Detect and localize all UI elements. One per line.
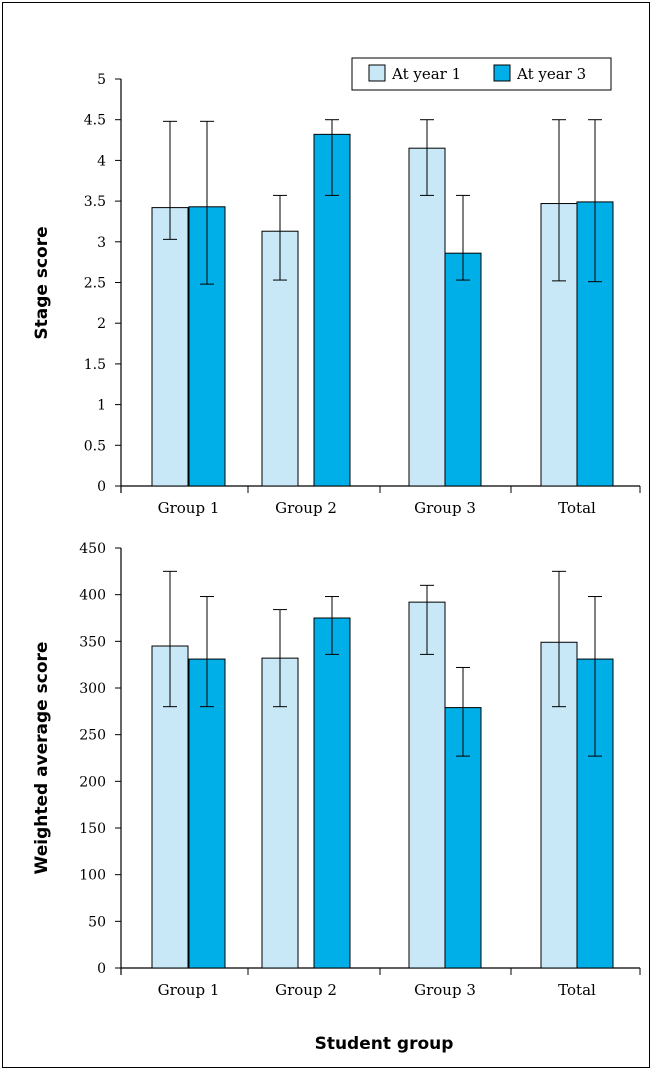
stage-y-tick-label: 1.5 bbox=[84, 357, 106, 373]
weighted-bar-year-3 bbox=[188, 658, 226, 969]
legend: At year 1 At year 3 bbox=[351, 57, 612, 91]
stage-y-tick-label: 2 bbox=[97, 316, 106, 332]
legend-box bbox=[351, 57, 612, 91]
weighted-y-tick-label: 350 bbox=[79, 634, 106, 650]
weighted-average-score-chart: Weighted average score Student group 0 50… bbox=[32, 541, 641, 1054]
weighted-y-tick-label: 0 bbox=[97, 961, 106, 977]
weighted-bar-year-3 bbox=[313, 617, 351, 969]
weighted-y-tick-label: 450 bbox=[79, 541, 106, 557]
weighted-y-tick-label: 200 bbox=[79, 774, 106, 790]
stage-category-label: Group 2 bbox=[275, 499, 337, 517]
weighted-y-tick-label: 50 bbox=[88, 914, 106, 930]
stage-y-tick-label: 1 bbox=[97, 398, 106, 414]
weighted-bar-year-1 bbox=[261, 657, 299, 969]
legend-label-year-3: At year 3 bbox=[516, 65, 586, 83]
weighted-y-tick-label: 300 bbox=[79, 681, 106, 697]
stage-y-tick-label: 2.5 bbox=[84, 276, 106, 292]
stage-bar-year-1 bbox=[151, 207, 189, 487]
weighted-bar-year-1 bbox=[408, 601, 446, 969]
legend-swatch-year-1 bbox=[368, 64, 386, 82]
stage-y-tick-label: 5 bbox=[97, 72, 106, 88]
weighted-category-label: Group 1 bbox=[158, 981, 220, 999]
weighted-y-tick-label: 100 bbox=[79, 868, 106, 884]
stage-y-tick-label: 0 bbox=[97, 479, 106, 495]
weighted-y-tick-label: 250 bbox=[79, 728, 106, 744]
stage-score-y-axis-title: Stage score bbox=[32, 226, 52, 339]
stage-y-tick-label: 4.5 bbox=[84, 113, 106, 129]
stage-y-tick-label: 3.5 bbox=[84, 194, 106, 210]
stage-y-tick-label: 4 bbox=[97, 153, 106, 169]
legend-swatch-year-3 bbox=[493, 64, 511, 82]
weighted-category-label: Group 3 bbox=[414, 981, 476, 999]
stage-bar-year-1 bbox=[408, 147, 446, 487]
weighted-score-y-axis-title: Weighted average score bbox=[32, 642, 52, 875]
weighted-category-label: Total bbox=[558, 981, 596, 999]
x-axis-title: Student group bbox=[315, 1034, 454, 1054]
stage-category-label: Group 3 bbox=[414, 499, 476, 517]
stage-y-tick-label: 3 bbox=[97, 235, 106, 251]
weighted-category-label: Group 2 bbox=[275, 981, 337, 999]
stage-category-label: Group 1 bbox=[158, 499, 220, 517]
stage-category-label: Total bbox=[558, 499, 596, 517]
weighted-y-tick-label: 150 bbox=[79, 821, 106, 837]
stage-y-tick-label: 0.5 bbox=[84, 438, 106, 454]
legend-label-year-1: At year 1 bbox=[391, 65, 461, 83]
stage-score-chart: Stage score 0 0.5 1 1.5 2 2.5 3 3.5 4 4.5 5 Group 1… bbox=[32, 57, 641, 517]
weighted-y-tick-label: 400 bbox=[79, 588, 106, 604]
